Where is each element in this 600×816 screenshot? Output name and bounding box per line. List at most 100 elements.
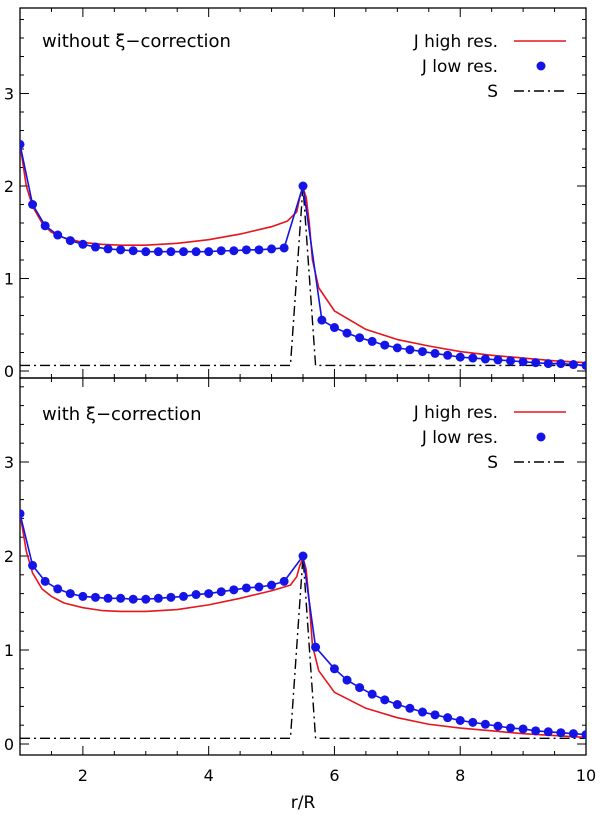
low-res-point [179,591,189,601]
x-tick-label: 4 [204,766,214,785]
low-res-point [267,244,277,254]
low-res-point [141,247,151,257]
low-res-point [128,246,138,256]
low-res-point [254,582,264,592]
x-tick-label: 10 [576,766,596,785]
panel-bottom: with ξ−correction J high res. J low res.… [4,377,596,813]
low-res-point [455,716,465,725]
low-res-point [279,243,289,253]
low-res-point [568,360,578,370]
low-res-point [229,246,239,256]
low-res-point [317,315,327,325]
y-tick-label: 0 [4,735,14,754]
x-tick-label: 2 [78,766,88,785]
low-res-point [568,729,578,739]
legend-low-res-label-bottom: J low res. [421,428,498,448]
low-res-point [468,353,478,363]
low-res-point [430,710,440,720]
annotation-top: without ξ−correction [42,31,231,52]
low-res-point [28,560,38,570]
low-res-point [191,590,201,600]
low-res-point [405,703,415,713]
low-res-point [116,245,126,255]
panel-top: without ξ−correction J high res. J low r… [4,7,587,381]
low-res-point [392,700,402,710]
y-tick-label: 3 [4,453,14,472]
low-res-point [40,576,50,586]
low-res-point [40,221,50,231]
y-tick-label: 2 [4,547,14,566]
low-res-point [518,357,528,367]
low-res-point [556,359,566,369]
low-res-point [329,664,339,674]
low-res-point [367,336,377,346]
low-res-point [543,727,553,737]
low-res-point [53,230,63,240]
low-res-point [279,576,289,586]
low-res-point [355,333,365,343]
legend-source-label-bottom: S [487,453,498,473]
low-res-point [455,352,465,362]
low-res-point [493,721,503,731]
low-res-point [329,323,339,333]
low-res-point [405,345,415,355]
x-tick-label: 8 [455,766,465,785]
low-res-point [153,247,163,257]
low-res-point [103,593,113,603]
low-res-point [480,719,490,729]
low-res-point [298,181,308,191]
low-res-point [53,584,63,594]
low-res-point [531,726,541,736]
low-res-point [417,347,427,357]
low-res-point [116,593,126,603]
legend-low-res-label-top: J low res. [421,57,498,77]
y-tick-label: 1 [4,641,14,660]
legend-high-res-label-bottom: J high res. [413,403,498,423]
low-res-point [417,707,427,717]
y-tick-label: 1 [4,270,14,289]
legend-high-res-label-top: J high res. [413,32,498,52]
low-res-point [380,695,390,705]
low-res-point [518,724,528,734]
low-res-point [141,594,151,604]
low-res-point [367,689,377,699]
low-res-point [166,592,176,602]
series-high-res-line-top [20,144,586,364]
low-res-point [20,139,25,149]
low-res-point [480,354,490,364]
legend-low-res-marker-top [536,61,546,71]
low-res-point [179,247,189,257]
low-res-point [65,589,75,599]
low-res-point [581,730,586,740]
low-res-point [342,328,352,338]
low-res-point [493,355,503,365]
y-tick-label: 0 [4,362,14,381]
low-res-point [443,350,453,360]
low-res-point [581,360,586,370]
series-source-line-top [20,185,586,367]
low-res-point [506,723,516,733]
y-tick-label: 3 [4,85,14,104]
low-res-point [28,200,38,209]
low-res-point [229,585,239,595]
low-res-point [443,713,453,723]
low-res-point [506,356,516,366]
low-res-point [531,358,541,368]
low-res-point [342,675,352,685]
low-res-point [267,580,277,590]
legend-source-label-top: S [487,82,498,102]
low-res-point [298,551,308,561]
low-res-point [90,592,100,602]
low-res-point [311,642,321,652]
low-res-point [20,509,25,519]
low-res-point [191,247,201,257]
x-tick-label: 6 [329,766,339,785]
low-res-point [103,244,113,254]
low-res-point [204,247,214,257]
plot-frame-bottom [19,377,587,756]
low-res-point [355,683,365,693]
low-res-point [204,589,214,599]
annotation-bottom: with ξ−correction [42,404,201,425]
low-res-point [380,340,390,350]
